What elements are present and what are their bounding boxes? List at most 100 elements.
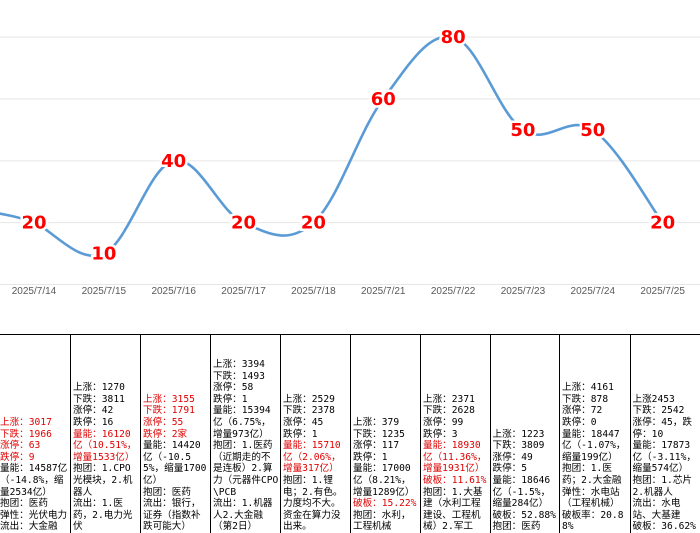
table-line: 下跌：1235 bbox=[353, 429, 419, 441]
table-line: 上涨：1270 bbox=[73, 382, 139, 394]
table-line: 破板：15.22% bbox=[353, 498, 419, 510]
table-line: 量能：17000亿（8.21%，增量1289亿） bbox=[353, 463, 419, 498]
table-line: 抱团：1.CPO光模块，2.机器人 bbox=[73, 463, 139, 498]
data-label: 60 bbox=[371, 89, 396, 110]
data-label: 80 bbox=[441, 27, 466, 48]
x-tick-label: 2025/7/18 bbox=[278, 286, 348, 297]
table-line: 下跌：2378 bbox=[283, 405, 349, 417]
data-label: 20 bbox=[21, 213, 46, 234]
table-line: 破板率：20.88% bbox=[562, 510, 629, 533]
table-line: 弹性：水电站（工程机械） bbox=[562, 487, 629, 510]
table-line: 跌停：5 bbox=[493, 463, 559, 475]
data-label: 20 bbox=[231, 213, 256, 234]
table-line: 跌停：3 bbox=[423, 429, 489, 441]
table-line: 量能：17873亿（-3.11%，缩量574亿） bbox=[633, 440, 700, 475]
x-tick-label: 2025/7/14 bbox=[0, 286, 69, 297]
table-line: 上涨：4161 bbox=[562, 382, 629, 394]
table-line: 抱团：医药 bbox=[0, 498, 69, 510]
table-line: 上涨：2371 bbox=[423, 394, 489, 406]
table-line: 跌停：1 bbox=[353, 452, 419, 464]
table-line: 抱团：1.医药；2.大金融 bbox=[562, 463, 629, 486]
table-line: 涨停：72 bbox=[562, 405, 629, 417]
x-tick-label: 2025/7/16 bbox=[139, 286, 209, 297]
table-line: 量能：14587亿（-14.8%，缩量2534亿） bbox=[0, 463, 69, 498]
table-line: 抱团：水利，工程机械 bbox=[353, 510, 419, 533]
table-line: 抱团：1.大基建（水利工程建设、工程机械）2.军工 bbox=[423, 487, 489, 533]
table-line: 下跌：3811 bbox=[73, 394, 139, 406]
table-line: 抱团：医药 bbox=[493, 521, 559, 533]
table-line: 流出：1.医药，2.电力光伏 bbox=[73, 498, 139, 533]
x-tick-label: 2025/7/15 bbox=[69, 286, 139, 297]
x-tick-label: 2025/7/21 bbox=[348, 286, 418, 297]
table-line: 下跌：1966 bbox=[0, 429, 69, 441]
table-line: 弹性：光伏电力 bbox=[0, 510, 69, 522]
table-line: 上涨：3394 bbox=[213, 359, 279, 371]
table-line: 破板：36.62% bbox=[633, 521, 700, 533]
table-line: 抱团：1.芯片2.机器人 bbox=[633, 475, 700, 498]
table-line: 跌停：1 bbox=[213, 394, 279, 406]
table-line: 量能：16120亿（10.51%，增量1533亿） bbox=[73, 429, 139, 464]
table-line: 量能：18930亿（11.36%，增量1931亿） bbox=[423, 440, 489, 475]
data-label: 50 bbox=[510, 120, 535, 141]
x-tick-label: 2025/7/23 bbox=[488, 286, 558, 297]
table-line: 量能：14420亿（-10.55%，缩量1700亿） bbox=[143, 440, 209, 486]
table-line: 涨停：45，跌停：10 bbox=[633, 417, 700, 440]
x-tick-label: 2025/7/17 bbox=[209, 286, 279, 297]
table-line: 涨停：117 bbox=[353, 440, 419, 452]
table-line: 下跌：2628 bbox=[423, 405, 489, 417]
table-line: 下跌：1493 bbox=[213, 371, 279, 383]
x-tick-label: 2025/7/24 bbox=[558, 286, 628, 297]
table-line: 破板：11.61% bbox=[423, 475, 489, 487]
table-line: 抱团：1.锂电；2.有色。力度均不大。资金在算力没出来。 bbox=[283, 475, 349, 533]
x-tick-label: 2025/7/25 bbox=[628, 286, 698, 297]
table-line: 抱团：1.医药（近期走的不是连板）2.算力（元器件CPO\PCB bbox=[213, 440, 279, 498]
table-line: 下跌：2542 bbox=[633, 405, 700, 417]
data-label: 50 bbox=[580, 120, 605, 141]
table-line: 上涨：3155 bbox=[143, 394, 209, 406]
table-line: 量能：15710亿（2.06%，增量317亿） bbox=[283, 440, 349, 475]
table-line: 量能：18447亿（-1.07%，缩量199亿） bbox=[562, 429, 629, 464]
table-line: 涨停：63 bbox=[0, 440, 69, 452]
table-line: 涨停：42 bbox=[73, 405, 139, 417]
table-line: 跌停：0 bbox=[562, 417, 629, 429]
table-line: 跌停：2家 bbox=[143, 429, 209, 441]
table-line: 下跌：878 bbox=[562, 394, 629, 406]
table-line: 上涨：1223 bbox=[493, 429, 559, 441]
table-line: 流出：1.机器人2.大金融（第2日） bbox=[213, 498, 279, 533]
table-line: 上涨：2529 bbox=[283, 394, 349, 406]
table-line: 下跌：3809 bbox=[493, 440, 559, 452]
table-line: 抱团：医药 bbox=[143, 487, 209, 499]
table-line: 下跌：1791 bbox=[143, 405, 209, 417]
data-label: 20 bbox=[301, 213, 326, 234]
data-label: 10 bbox=[91, 244, 116, 265]
table-line: 上涨：379 bbox=[353, 417, 419, 429]
table-line: 涨停：49 bbox=[493, 452, 559, 464]
table-line: 流出：大金融 bbox=[0, 521, 69, 533]
table-line: 量能：15394亿（6.75%，增量973亿） bbox=[213, 405, 279, 440]
x-tick-label: 2025/7/22 bbox=[418, 286, 488, 297]
table-line: 跌停：16 bbox=[73, 417, 139, 429]
table-line: 量能：18646亿（-1.5%，缩量284亿） bbox=[493, 475, 559, 510]
table-line: 跌停：9 bbox=[0, 452, 69, 464]
